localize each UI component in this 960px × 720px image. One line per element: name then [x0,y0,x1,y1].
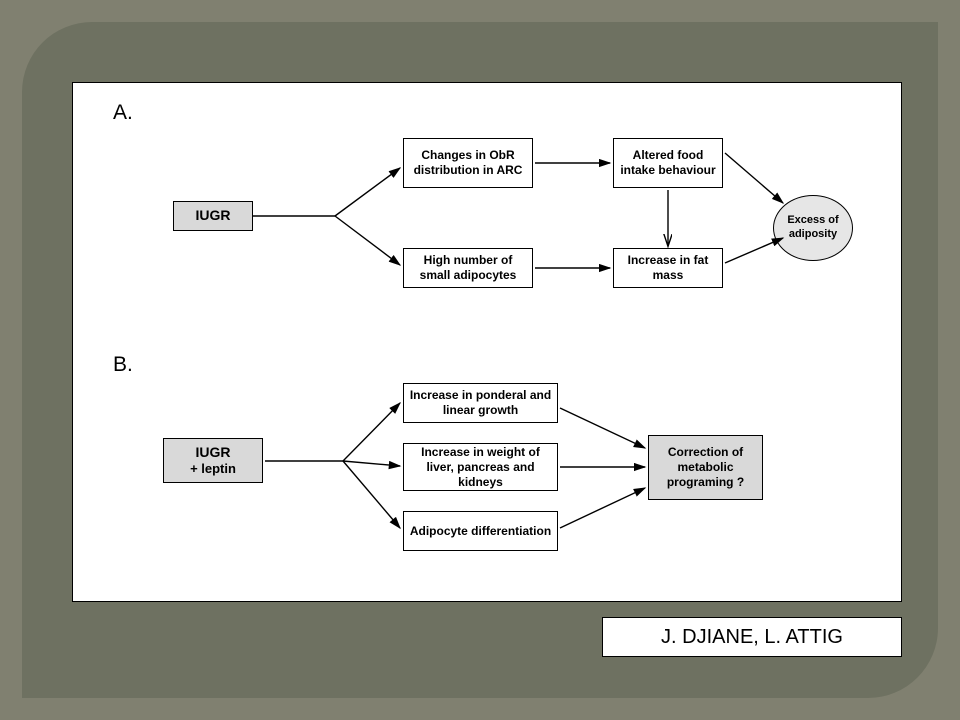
outer-frame: A. B. IUGR Changes in ObR distribution i… [22,22,938,698]
edge-a_fat_exc [725,238,783,263]
edge-a_to_obr [335,168,400,216]
section-b-label: B. [113,353,133,377]
node-b-correction: Correction of metabolic programing ? [648,435,763,500]
node-a-adipocytes: High number of small adipocytes [403,248,533,288]
edge-a_food_exc [725,153,783,203]
node-a-fat: Increase in fat mass [613,248,723,288]
node-a-food: Altered food intake behaviour [613,138,723,188]
node-a-obr: Changes in ObR distribution in ARC [403,138,533,188]
edge-a_to_adip [335,216,400,265]
edge-b_ad_cor [560,488,645,528]
node-b-adipocyte-diff: Adipocyte differentiation [403,511,558,551]
author-box: J. DJIANE, L. ATTIG [602,617,902,657]
edge-b_pg_cor [560,408,645,448]
node-b-iugr-label-top: IUGR [196,444,231,462]
node-b-iugr-leptin: IUGR + leptin [163,438,263,483]
node-b-iugr-label-bot: + leptin [190,461,236,477]
section-a-label: A. [113,101,133,125]
edge-b_to_pg [343,403,400,461]
node-b-liver: Increase in weight of liver, pancreas an… [403,443,558,491]
node-a-excess: Excess of adiposity [773,195,853,261]
edge-b_to_ad [343,461,400,528]
edge-b_to_liv [343,461,400,466]
node-b-ponderal: Increase in ponderal and linear growth [403,383,558,423]
node-a-iugr: IUGR [173,201,253,231]
diagram-panel: A. B. IUGR Changes in ObR distribution i… [72,82,902,602]
